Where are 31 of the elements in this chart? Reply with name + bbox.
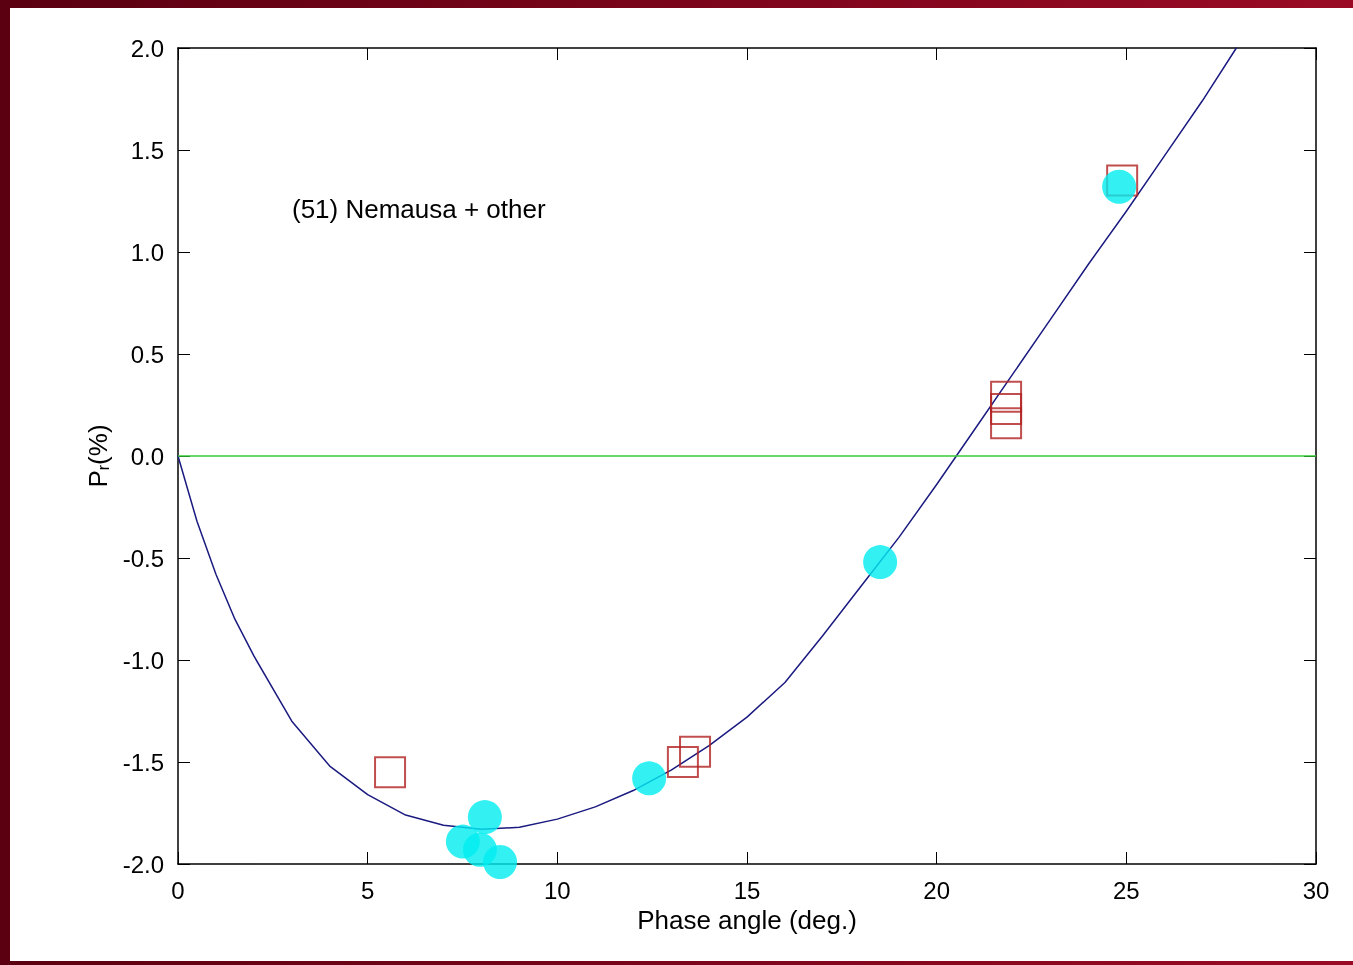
point [374, 756, 407, 789]
x-tick-label: 10 [543, 876, 571, 904]
x-tick-label: 0 [171, 876, 185, 904]
point [467, 800, 502, 835]
y-tick-label: -1.5 [122, 748, 164, 776]
point [863, 545, 898, 580]
point [632, 761, 667, 796]
point [1102, 169, 1137, 204]
x-tick-label: 20 [923, 876, 951, 904]
y-tick-label: -0.5 [122, 544, 164, 572]
annotation: (51) Nemausa + other [292, 194, 546, 224]
point [679, 735, 712, 768]
y-tick-label: -1.0 [122, 646, 164, 674]
y-axis-title: Pr(%) [82, 424, 113, 488]
x-tick-label: 5 [360, 876, 375, 904]
y-tick-label: 1.5 [130, 136, 164, 164]
x-tick-label: 25 [1112, 876, 1140, 904]
line-series [177, 47, 1238, 831]
point [666, 746, 699, 778]
y-tick-label: 0.5 [130, 340, 164, 368]
point [990, 380, 1023, 413]
x-tick-label: 30 [1302, 876, 1330, 904]
y-tick-label: 0.0 [130, 442, 164, 470]
y-tick-label: -2.0 [122, 850, 164, 878]
point [990, 407, 1023, 440]
point [990, 393, 1023, 426]
point [483, 844, 518, 879]
y-tick-label: 2.0 [130, 34, 164, 62]
y-tick-label: 1.0 [130, 238, 164, 266]
x-axis-title: Phase angle (deg.) [637, 904, 857, 935]
x-tick-label: 15 [733, 876, 761, 904]
